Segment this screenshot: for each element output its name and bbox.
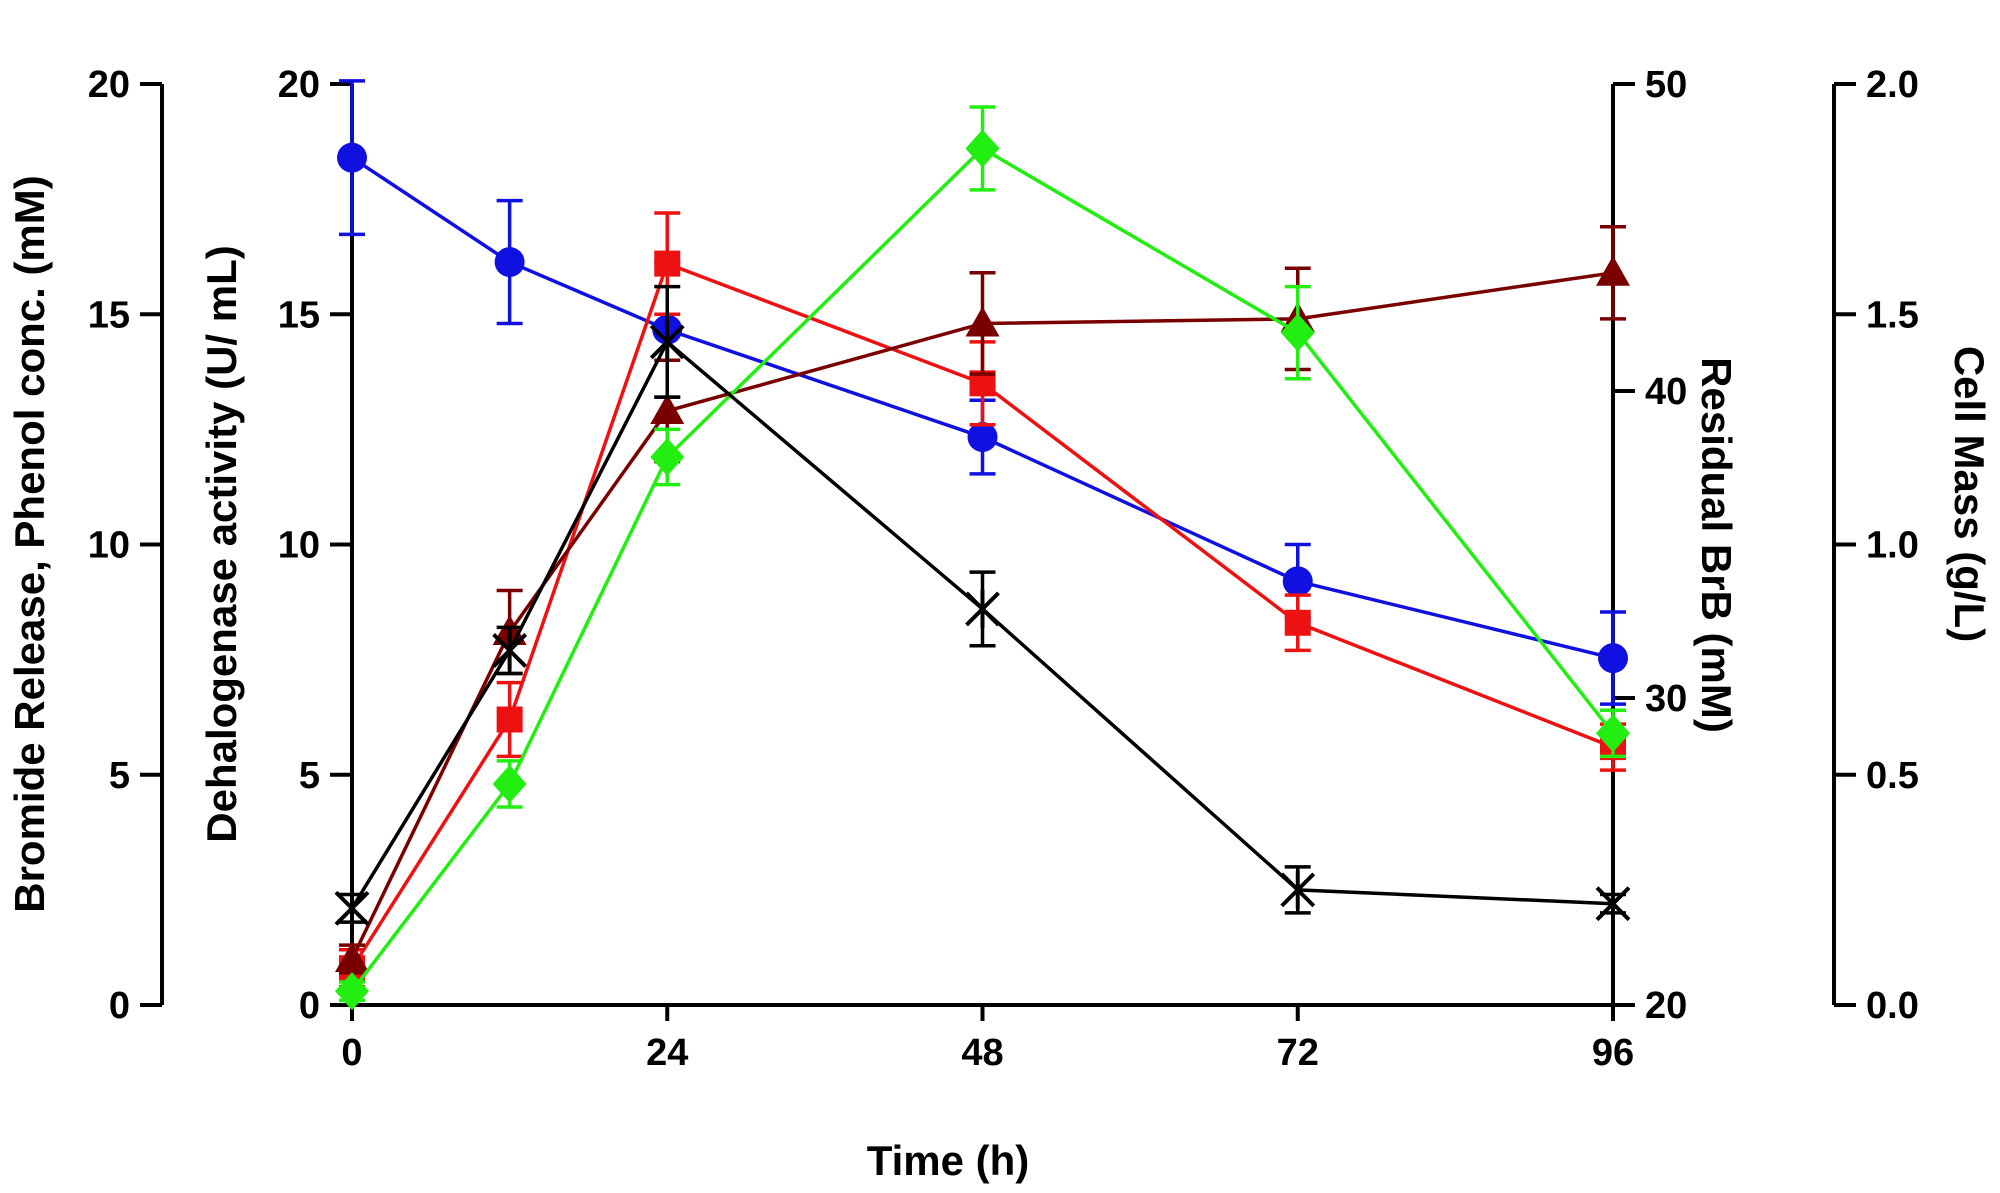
ticks: 0 24 48 72 96 0 5 10 15 20 0 5 10 15 20 20 30 40 50 0.0 0.5 1…	[88, 64, 1919, 1074]
residual-brb-point	[337, 142, 367, 173]
residual-brb-line	[351, 156, 1614, 660]
phenol-conc--point	[650, 438, 685, 477]
bromide-tick-label: 15	[88, 294, 130, 336]
cell-mass-line	[350, 339, 1614, 910]
activity-tick-label: 0	[299, 985, 320, 1027]
brb-tick-label: 40	[1645, 371, 1687, 413]
residual-brb-point	[494, 247, 525, 278]
cellmass-axis-title: Cell Mass (g/L)	[1946, 346, 1993, 642]
activity-tick-label: 10	[278, 525, 320, 567]
cell-mass-point	[649, 322, 685, 361]
residual-brb-point	[1598, 643, 1628, 674]
bromide-tick-label: 5	[109, 755, 130, 797]
activity-axis-title: Dehalogenase activity (U/ mL)	[198, 245, 245, 843]
bromide-axis-title: Bromide Release, Phenol conc. (mM)	[6, 175, 53, 913]
bromide-release-point	[1596, 255, 1630, 286]
phenol-conc--line	[350, 146, 1615, 993]
series-phenol-conc-	[335, 105, 1630, 1011]
cellmass-tick-label: 1.0	[1866, 525, 1919, 567]
series-bromide-release	[335, 225, 1630, 975]
activity-tick-label: 20	[278, 64, 320, 106]
cellmass-tick-label: 0.0	[1866, 985, 1919, 1027]
x-tick-label: 72	[1277, 1032, 1319, 1074]
phenol-conc--point	[1596, 714, 1630, 753]
phenol-conc--point	[492, 764, 527, 803]
brb-tick-label: 30	[1645, 678, 1687, 720]
bromide-tick-label: 20	[88, 64, 130, 106]
cellmass-tick-label: 1.5	[1866, 294, 1919, 336]
axes: Time (h) Bromide Release, Phenol conc. (…	[6, 84, 1993, 1184]
phenol-conc--point	[1280, 313, 1315, 352]
phenol-conc--point	[965, 129, 1000, 168]
bromide-release-point	[650, 393, 685, 424]
bromide-release-point	[965, 306, 1000, 337]
cell-mass-point	[1280, 870, 1316, 909]
activity-tick-label: 15	[278, 294, 320, 336]
x-axis-title: Time (h)	[867, 1137, 1030, 1184]
brb-tick-label: 50	[1645, 64, 1687, 106]
residual-brb-point	[967, 422, 998, 453]
series	[334, 79, 1631, 1011]
activity-tick-label: 5	[299, 755, 320, 797]
x-tick-label: 48	[961, 1032, 1003, 1074]
brb-axis-title: Residual BrB (mM)	[1693, 357, 1740, 733]
phenol-conc--point	[335, 972, 369, 1011]
bromide-tick-label: 10	[88, 525, 130, 567]
x-tick-label: 0	[341, 1032, 362, 1074]
bromide-release-line	[350, 271, 1614, 960]
bromide-tick-label: 0	[109, 985, 130, 1027]
cellmass-tick-label: 2.0	[1866, 64, 1919, 106]
brb-tick-label: 20	[1645, 985, 1687, 1027]
cellmass-tick-label: 0.5	[1866, 755, 1919, 797]
x-tick-label: 96	[1592, 1032, 1634, 1074]
dehalogenase-activity-point	[654, 250, 681, 277]
cell-mass-point	[965, 589, 1000, 628]
cell-mass-point	[492, 631, 528, 670]
cell-mass-point	[334, 889, 370, 928]
dehalogenase-activity-point	[1284, 609, 1311, 636]
dehalogenase-activity-line	[350, 261, 1614, 970]
series-cell-mass	[334, 284, 1631, 928]
x-tick-label: 24	[646, 1032, 688, 1074]
residual-brb-point	[1282, 566, 1313, 597]
cell-mass-point	[1595, 884, 1631, 923]
bromide-release-point	[335, 941, 369, 972]
dehalogenase-activity-point	[496, 706, 523, 733]
